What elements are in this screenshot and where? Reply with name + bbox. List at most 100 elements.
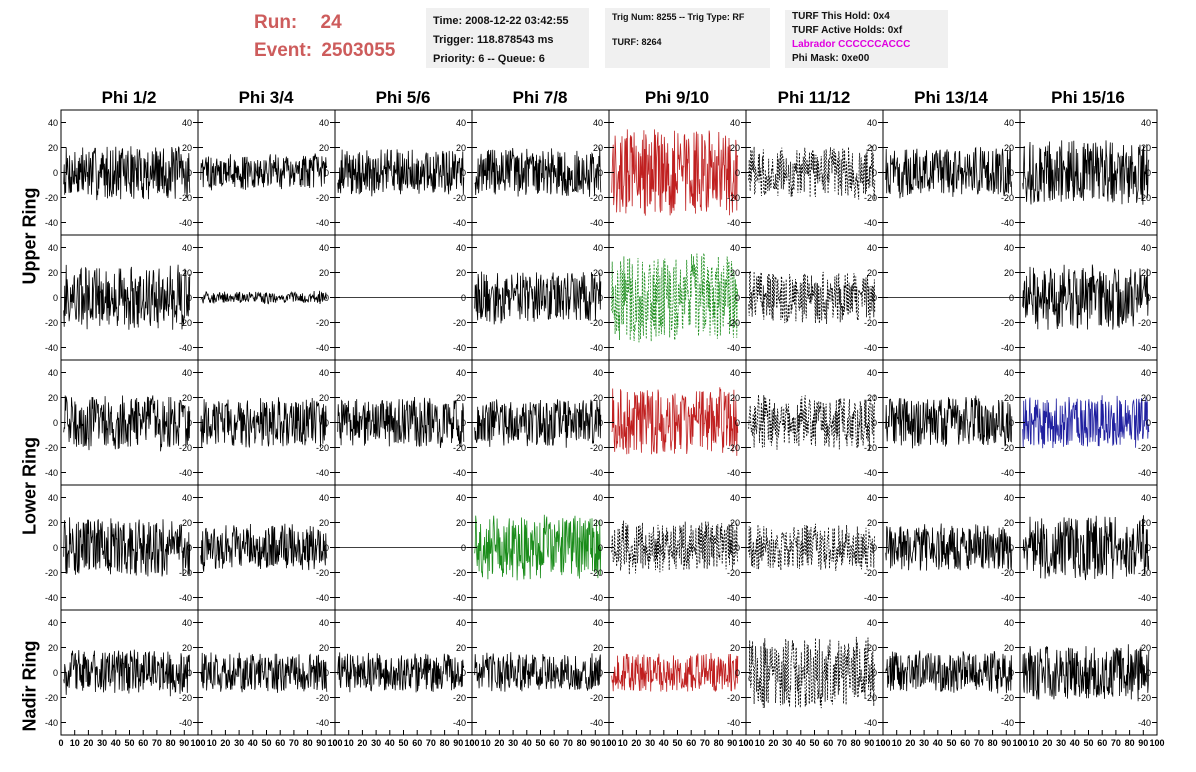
y-tick-label-right: 20	[730, 643, 740, 653]
panel-frame	[471, 234, 610, 361]
panel-r3-c2: -40 -20 0 20 40	[334, 484, 473, 611]
x-tick-label: 0	[195, 738, 200, 748]
run-line: Run: 24	[254, 12, 342, 34]
y-tick-label-right: 20	[182, 268, 192, 278]
y-tick-label-right: 40	[319, 618, 329, 628]
x-tick-label: 100	[1012, 738, 1027, 748]
turf-active-holds-text: TURF Active Holds: 0xf	[792, 25, 903, 36]
y-tick-label-right: 20	[456, 143, 466, 153]
waveform-trace	[1022, 395, 1150, 449]
panel-r2-c0: -40 -40 -20 -20 0 0 20 20 40 40	[45, 359, 199, 486]
y-tick-label-right: -40	[179, 593, 192, 603]
x-tick-label: 60	[275, 738, 285, 748]
y-tick-label-right: 20	[1141, 268, 1151, 278]
y-tick-label-right: 40	[182, 493, 192, 503]
panel-r0-c3: -40 -20 0 20 40	[471, 109, 610, 236]
y-tick-label-right: 40	[182, 118, 192, 128]
x-tick-label: 60	[960, 738, 970, 748]
y-tick-label-left: 0	[53, 293, 58, 303]
event-value: 2503055	[321, 40, 396, 61]
x-tick-label: 30	[508, 738, 518, 748]
y-tick-label-left: 40	[48, 243, 58, 253]
panel-r3-c7: -40 -20 0 20 40	[1019, 484, 1158, 611]
y-tick-label-right: 0	[735, 418, 740, 428]
x-tick-label: 20	[357, 738, 367, 748]
y-tick-label-right: 0	[1009, 293, 1014, 303]
y-tick-label-right: -40	[1001, 218, 1014, 228]
y-tick-label-right: -20	[590, 193, 603, 203]
x-tick-label: 50	[261, 738, 271, 748]
y-tick-label-right: -20	[179, 318, 192, 328]
x-tick-label: 70	[700, 738, 710, 748]
y-tick-label-right: 0	[1009, 168, 1014, 178]
y-tick-label-right: 20	[456, 518, 466, 528]
panel-r1-c0: -40 -40 -20 -20 0 0 20 20 40 40	[45, 234, 199, 361]
x-tick-label: 50	[1083, 738, 1093, 748]
y-tick-label-right: -40	[179, 468, 192, 478]
y-tick-label-right: 0	[1146, 418, 1151, 428]
x-tick-label: 80	[303, 738, 313, 748]
y-tick-label-right: 20	[182, 393, 192, 403]
y-tick-label-left: -20	[45, 318, 58, 328]
y-tick-label-left: -40	[45, 218, 58, 228]
y-tick-label-right: 40	[1004, 493, 1014, 503]
y-tick-label-right: -20	[727, 568, 740, 578]
panel-r3-c0: -40 -40 -20 -20 0 0 20 20 40 40	[45, 484, 199, 611]
y-tick-label-right: -20	[864, 318, 877, 328]
y-tick-label-right: 20	[593, 268, 603, 278]
col-header-phi-5-6: Phi 5/6	[375, 88, 431, 107]
time-info-box: Time: 2008-12-22 03:42:55 Trigger: 118.8…	[426, 8, 589, 68]
y-tick-label-right: 20	[1004, 393, 1014, 403]
col-header-phi-13-14: Phi 13/14	[914, 88, 988, 107]
y-tick-label-right: 20	[1141, 518, 1151, 528]
waveform-trace	[474, 147, 602, 197]
y-tick-label-right: 20	[319, 518, 329, 528]
y-tick-label-right: 20	[1004, 268, 1014, 278]
x-tick-label: 30	[919, 738, 929, 748]
x-tick-label: 30	[97, 738, 107, 748]
y-tick-label-right: 20	[319, 143, 329, 153]
x-tick-label: 60	[823, 738, 833, 748]
run-label: Run:	[254, 12, 298, 33]
y-tick-label-right: 0	[735, 668, 740, 678]
y-tick-label-right: 20	[1004, 143, 1014, 153]
waveform-trace	[1022, 140, 1150, 205]
event-label: Event:	[254, 40, 313, 61]
y-tick-label-right: -20	[1138, 193, 1151, 203]
y-tick-label-right: -40	[1138, 343, 1151, 353]
x-tick-label: 60	[138, 738, 148, 748]
waveform-trace	[474, 514, 602, 581]
waveform-trace	[474, 652, 602, 692]
y-tick-label-right: 20	[182, 518, 192, 528]
waveform-trace	[1022, 264, 1150, 330]
y-tick-label-right: 40	[1141, 243, 1151, 253]
panel-frame	[745, 359, 884, 486]
panel-r2-c6: -40 -20 0 20 40	[882, 359, 1021, 486]
y-tick-label-right: -20	[179, 568, 192, 578]
y-tick-label-right: -20	[179, 693, 192, 703]
y-tick-label-right: 0	[598, 293, 603, 303]
y-tick-label-right: 0	[872, 543, 877, 553]
panel-r2-c3: -40 -20 0 20 40	[471, 359, 610, 486]
x-tick-label: 100	[1149, 738, 1164, 748]
x-tick-label: 50	[535, 738, 545, 748]
y-tick-label-right: 40	[730, 618, 740, 628]
panel-r1-c6: -40 -20 0 20 40	[882, 234, 1021, 361]
x-tick-label: 50	[672, 738, 682, 748]
y-tick-label-right: 20	[182, 143, 192, 153]
waveform-trace	[1022, 644, 1150, 702]
y-tick-label-right: 20	[867, 268, 877, 278]
phi-mask-text: Phi Mask: 0xe00	[792, 53, 870, 64]
panel-r0-c1: -40 -20 0 20 40	[197, 109, 336, 236]
x-tick-label: 0	[332, 738, 337, 748]
y-tick-label-right: -40	[179, 343, 192, 353]
y-tick-label-right: -20	[316, 693, 329, 703]
x-tick-label: 10	[344, 738, 354, 748]
x-tick-label: 70	[152, 738, 162, 748]
x-tick-label: 30	[1056, 738, 1066, 748]
y-tick-label-right: 0	[461, 418, 466, 428]
x-tick-label: 10	[481, 738, 491, 748]
x-tick-label: 10	[892, 738, 902, 748]
